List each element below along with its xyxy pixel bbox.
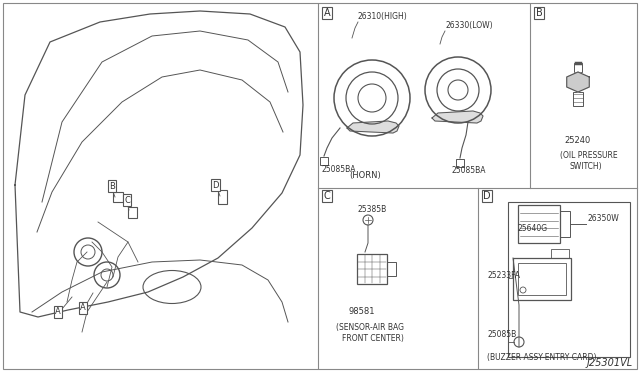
Text: B: B (109, 182, 115, 190)
Text: 25640G: 25640G (518, 224, 548, 233)
Text: FRONT CENTER): FRONT CENTER) (342, 334, 404, 343)
Bar (560, 211, 570, 237)
Text: 25085BA: 25085BA (452, 166, 486, 175)
Text: A: A (55, 308, 61, 317)
Text: D: D (483, 191, 491, 201)
Bar (573, 92, 583, 106)
Text: 26350W: 26350W (588, 214, 620, 223)
Bar (357, 254, 387, 284)
Bar (320, 157, 328, 165)
Bar (387, 262, 396, 276)
Text: 25240: 25240 (565, 136, 591, 145)
Text: J25301VL: J25301VL (587, 358, 633, 368)
Text: C: C (324, 191, 330, 201)
Text: 26310(HIGH): 26310(HIGH) (358, 12, 408, 21)
Bar (113, 192, 123, 202)
Bar (574, 63, 582, 72)
Polygon shape (567, 72, 589, 92)
Text: (OIL PRESSURE: (OIL PRESSURE (560, 151, 618, 160)
Polygon shape (432, 111, 483, 123)
Text: D: D (212, 180, 218, 189)
Text: 25085B: 25085B (487, 330, 516, 339)
Polygon shape (347, 121, 399, 133)
Text: 26330(LOW): 26330(LOW) (445, 21, 493, 30)
Text: C: C (124, 196, 130, 205)
Bar (508, 202, 630, 357)
Bar (128, 207, 137, 218)
Text: 25385B: 25385B (357, 205, 387, 214)
Bar (518, 263, 566, 295)
Bar (513, 258, 571, 300)
Bar (456, 159, 464, 167)
Text: 25085BA: 25085BA (322, 165, 356, 174)
Text: (SENSOR-AIR BAG: (SENSOR-AIR BAG (336, 323, 404, 332)
Text: B: B (536, 8, 542, 18)
Text: 98581: 98581 (349, 307, 375, 316)
Bar (518, 205, 560, 243)
Text: A: A (80, 304, 86, 312)
Text: SWITCH): SWITCH) (570, 162, 603, 171)
Text: (BUZZER ASSY-ENTRY CARD): (BUZZER ASSY-ENTRY CARD) (487, 353, 596, 362)
Text: A: A (324, 8, 330, 18)
Bar (218, 190, 227, 204)
Text: 25233FA: 25233FA (487, 271, 520, 280)
Bar (551, 249, 569, 258)
Text: (HORN): (HORN) (349, 171, 381, 180)
